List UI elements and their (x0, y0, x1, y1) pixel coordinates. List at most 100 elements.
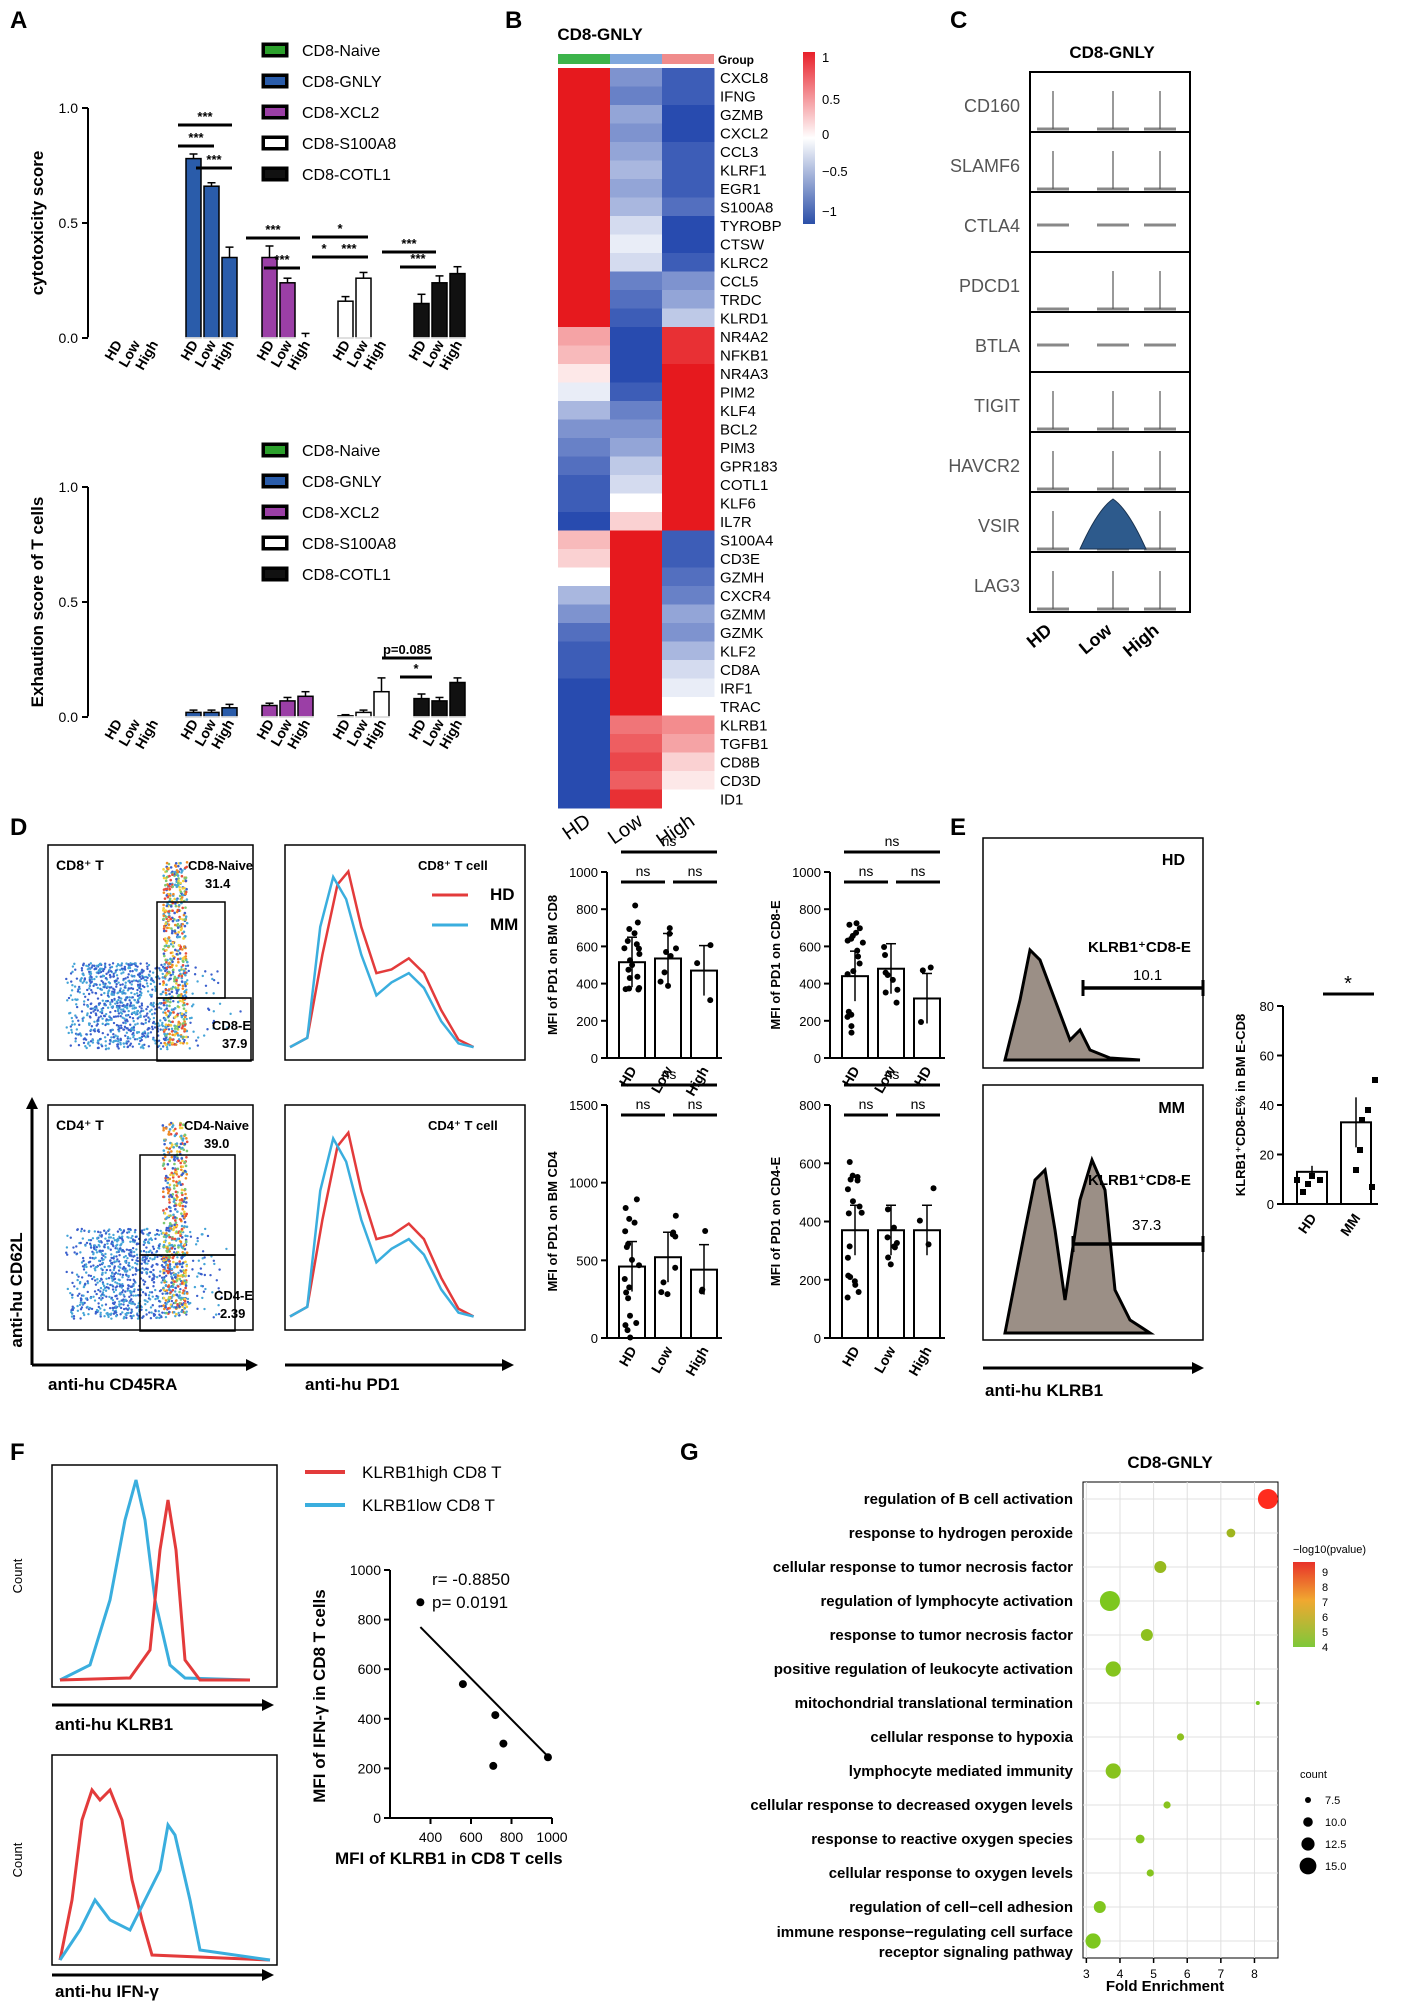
density-point (169, 917, 173, 921)
density-point (181, 932, 184, 935)
density-point (119, 1037, 122, 1040)
gene-label: GZMM (720, 607, 766, 624)
density-point (131, 969, 134, 973)
gene-label: TYROBP (720, 218, 782, 235)
panel-letter-F: F (10, 1439, 25, 1466)
density-point (133, 968, 137, 971)
density-point (125, 1040, 128, 1043)
flow-label: 31.4 (205, 876, 231, 891)
gene-label: TRDC (720, 292, 762, 309)
density-point (135, 979, 138, 982)
density-point (152, 1281, 156, 1284)
density-point (124, 1290, 127, 1293)
density-point (119, 1306, 123, 1310)
enrichment-dot (1255, 1701, 1260, 1705)
density-point (130, 1308, 133, 1311)
density-point (77, 1275, 80, 1278)
y-tick-label: 40 (1260, 1098, 1274, 1113)
density-point (118, 1004, 121, 1008)
density-point (179, 1183, 183, 1187)
density-point (162, 903, 165, 907)
data-point (856, 960, 863, 967)
density-point (135, 1011, 139, 1015)
density-point (151, 1277, 154, 1280)
density-point (144, 1292, 147, 1295)
density-point (209, 1273, 212, 1277)
density-point (164, 958, 168, 962)
density-point (66, 999, 69, 1002)
density-point (168, 1038, 172, 1041)
density-point (119, 1263, 122, 1266)
density-point (169, 951, 173, 955)
density-point (125, 1248, 129, 1251)
density-point (226, 1026, 229, 1029)
density-point (112, 1233, 115, 1237)
heatmap-cell (662, 123, 715, 143)
density-point (105, 1268, 109, 1272)
flow-axis-label: Count (10, 1558, 25, 1593)
density-point (119, 1284, 122, 1287)
density-point (113, 1310, 117, 1313)
density-point (105, 972, 108, 976)
density-point (127, 1274, 130, 1278)
density-point (77, 1043, 81, 1047)
density-point (184, 1260, 187, 1264)
heatmap-cell (558, 382, 611, 402)
heatmap-cell (662, 68, 715, 87)
density-point (137, 1268, 140, 1272)
density-point (93, 1008, 97, 1012)
density-point (103, 991, 106, 995)
density-point (95, 1005, 98, 1008)
density-point (164, 1011, 167, 1015)
density-point (127, 1261, 131, 1265)
density-point (76, 1294, 80, 1297)
heatmap-cell (558, 697, 611, 716)
density-point (95, 1292, 98, 1296)
violin-title: CD8-GNLY (1069, 43, 1155, 62)
heatmap-cell (558, 678, 611, 698)
density-point (87, 992, 91, 996)
heatmap-cell (558, 771, 611, 790)
density-point (168, 882, 172, 886)
bar (279, 700, 296, 718)
density-point (170, 1281, 173, 1284)
data-point (854, 947, 861, 954)
data-point (1317, 1177, 1323, 1183)
density-point (118, 964, 122, 967)
gene-label: EGR1 (720, 181, 761, 198)
density-point (84, 1244, 87, 1247)
density-point (131, 987, 135, 991)
density-point (149, 1257, 152, 1260)
density-point (112, 1312, 116, 1316)
density-point (181, 1139, 185, 1142)
density-point (83, 1301, 86, 1305)
heatmap-cell (610, 179, 663, 198)
gene-label: KLF4 (720, 403, 756, 420)
data-point (672, 1264, 679, 1271)
density-point (171, 1237, 174, 1240)
heatmap-title: CD8-GNLY (557, 25, 643, 44)
density-point (110, 1296, 114, 1299)
density-point (217, 1304, 220, 1307)
density-point (178, 1313, 181, 1317)
density-point (156, 1263, 159, 1266)
heatmap-cell (662, 660, 715, 679)
gene-label: HAVCR2 (948, 456, 1020, 476)
density-point (74, 1040, 77, 1043)
density-point (104, 1012, 108, 1016)
legend-tick: 0.5 (822, 92, 840, 107)
group-bar (610, 54, 662, 64)
density-point (99, 1315, 102, 1318)
density-point (88, 976, 91, 979)
density-point (176, 874, 180, 877)
density-point (171, 909, 174, 913)
bar (355, 277, 372, 339)
density-point (116, 1282, 119, 1285)
density-point (179, 1234, 182, 1238)
density-point (164, 909, 167, 912)
density-point (174, 986, 177, 989)
legend-entry: CD8-XCL2 (302, 105, 379, 122)
density-point (176, 1303, 179, 1306)
density-point (70, 1308, 73, 1312)
y-axis-label: MFI of PD1 on BM CD8 (545, 895, 560, 1035)
